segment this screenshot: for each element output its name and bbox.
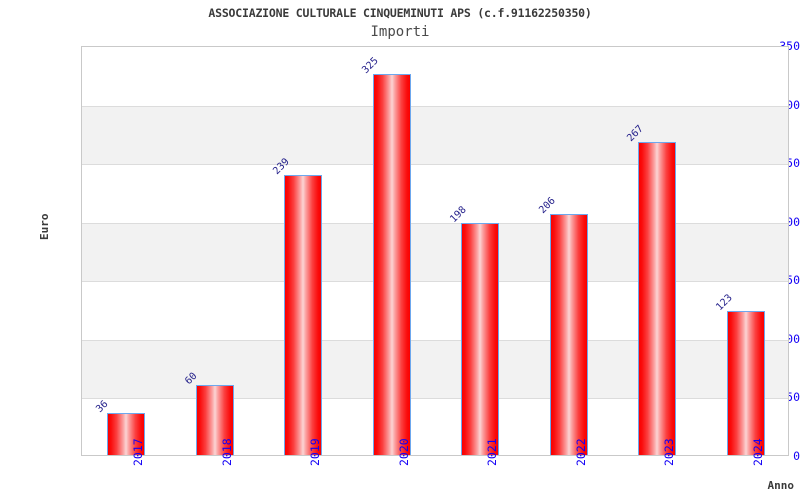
x-tick-label: 2018 [219, 438, 234, 466]
gridline [82, 106, 788, 107]
x-tick-label: 2020 [396, 438, 411, 466]
x-tick-label: 2021 [485, 438, 500, 466]
gridline [82, 223, 788, 224]
chart-subtitle: Importi [370, 24, 430, 40]
y-tick-label: 50 [786, 390, 800, 405]
bar[interactable] [638, 142, 677, 455]
bar[interactable] [372, 74, 411, 455]
grid-band [82, 222, 788, 282]
gridline [82, 398, 788, 399]
x-tick-label: 2022 [573, 438, 588, 466]
chart-title: ASSOCIAZIONE CULTURALE CINQUEMINUTI APS … [208, 6, 592, 20]
bar[interactable] [107, 412, 146, 455]
bar[interactable] [549, 213, 588, 455]
bar[interactable] [284, 175, 323, 455]
x-tick-label: 2024 [750, 438, 765, 466]
y-tick-label: 0 [793, 449, 800, 463]
gridline [82, 164, 788, 165]
plot-area [81, 46, 789, 456]
bar[interactable] [461, 223, 500, 455]
x-tick-label: 2017 [131, 438, 146, 466]
bar[interactable] [726, 310, 765, 455]
grid-band [82, 105, 788, 165]
x-tick-label: 2019 [308, 438, 323, 466]
y-axis-title: Euro [38, 213, 51, 241]
bar[interactable] [195, 384, 234, 455]
x-tick-label: 2023 [662, 438, 677, 466]
grid-band [82, 339, 788, 399]
gridline [82, 281, 788, 282]
x-axis-title: Anno [767, 479, 795, 492]
gridline [82, 340, 788, 341]
